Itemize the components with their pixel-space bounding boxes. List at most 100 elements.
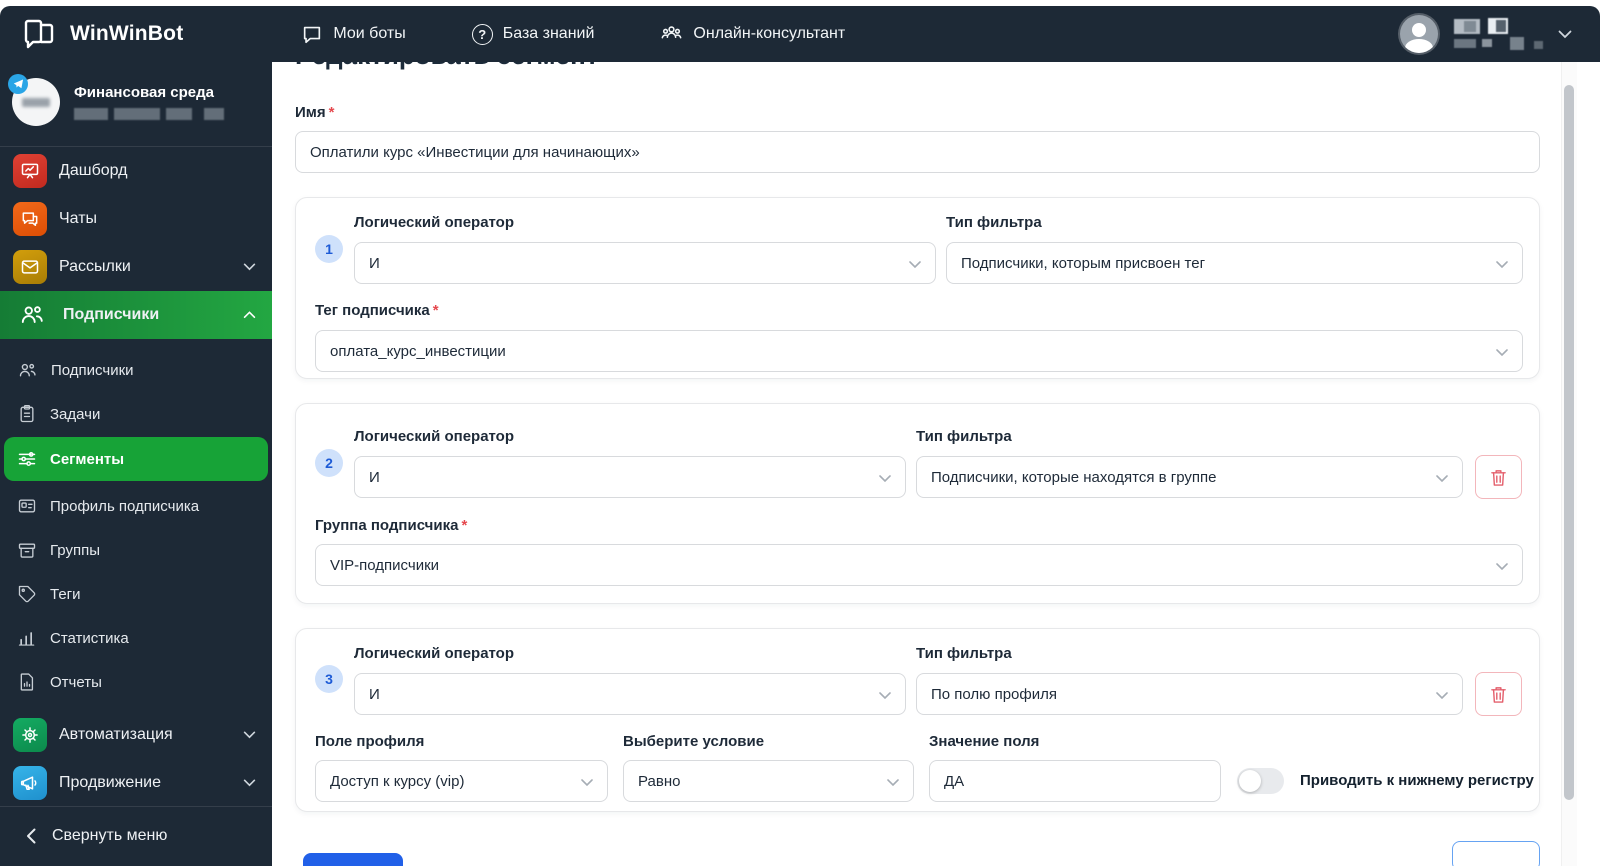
chevron-down-icon	[1436, 475, 1448, 482]
brand[interactable]: WinWinBot	[22, 17, 183, 51]
secondary-button[interactable]	[1452, 841, 1540, 866]
sidebar-subitem-reports[interactable]: Отчеты	[0, 660, 272, 704]
scrollbar-thumb[interactable]	[1564, 85, 1574, 800]
filter-type-select[interactable]: По полю профиля	[916, 673, 1463, 715]
filter-card-1: 1 Логический оператор И Тип фильтра Подп…	[295, 197, 1540, 379]
megaphone-icon	[13, 766, 47, 800]
question-circle-icon: ?	[471, 23, 493, 45]
filter-card-3: 3 Логический оператор И Тип фильтра По п…	[295, 628, 1540, 812]
chats-icon	[13, 202, 47, 236]
trash-icon	[1490, 685, 1507, 704]
logic-operator-label: Логический оператор	[354, 428, 515, 445]
chat-bubble-icon	[301, 23, 323, 45]
archive-box-icon	[17, 540, 37, 560]
brand-name: WinWinBot	[70, 22, 184, 45]
profile-field-label: Поле профиля	[315, 733, 425, 750]
field-value-label: Значение поля	[929, 733, 1040, 750]
chevron-down-icon	[879, 692, 891, 699]
chevron-down-icon	[243, 731, 256, 739]
chevron-down-icon	[1496, 563, 1508, 570]
name-field-label: Имя *	[295, 104, 335, 121]
lowercase-toggle-label: Приводить к нижнему регистру	[1300, 772, 1534, 789]
filter-type-label: Тип фильтра	[916, 428, 1012, 445]
profile-field-select[interactable]: Доступ к курсу (vip)	[315, 760, 608, 802]
sliders-icon	[17, 449, 37, 469]
people-icon	[660, 23, 683, 45]
logic-operator-select[interactable]: И	[354, 673, 906, 715]
nav-knowledge-base[interactable]: ? База знаний	[471, 23, 594, 45]
subscribers-icon	[19, 302, 45, 328]
sidebar-subitem-segments[interactable]: Сегменты	[4, 437, 268, 481]
required-asterisk: *	[461, 517, 468, 534]
winwinbot-logo-icon	[22, 17, 58, 51]
required-asterisk: *	[432, 302, 439, 319]
logic-operator-label: Логический оператор	[354, 645, 515, 662]
chevron-down-icon	[1496, 261, 1508, 268]
chevron-down-icon	[243, 779, 256, 787]
segment-name-input[interactable]	[295, 131, 1540, 173]
chevron-down-icon	[879, 475, 891, 482]
nav-online-consultant[interactable]: Онлайн-консультант	[660, 23, 845, 45]
delete-filter-button[interactable]	[1475, 455, 1522, 499]
sidebar-subitem-subscribers[interactable]: Подписчики	[0, 348, 272, 392]
subscriber-tag-select[interactable]: оплата_курс_инвестиции	[315, 330, 1523, 372]
sidebar-item-chats[interactable]: Чаты	[0, 195, 272, 243]
field-value-input[interactable]	[929, 760, 1221, 802]
telegram-icon	[8, 74, 28, 94]
document-icon	[17, 672, 37, 692]
gear-icon	[13, 718, 47, 752]
redacted-bot-subtitle	[74, 107, 224, 121]
chevron-down-icon	[243, 263, 256, 271]
condition-select[interactable]: Равно	[623, 760, 914, 802]
filter-type-select[interactable]: Подписчики, которые находятся в группе	[916, 456, 1463, 498]
sidebar-subitem-groups[interactable]: Группы	[0, 528, 272, 572]
filter-type-select[interactable]: Подписчики, которым присвоен тег	[946, 242, 1523, 284]
subscriber-group-select[interactable]: VIP-подписчики	[315, 544, 1523, 586]
sidebar-item-dashboard[interactable]: Дашборд	[0, 147, 272, 195]
subscriber-tag-label: Тег подписчика *	[315, 302, 439, 319]
sidebar: Финансовая среда Дашборд	[0, 62, 272, 866]
delete-filter-button[interactable]	[1475, 672, 1522, 716]
bar-chart-icon	[17, 628, 37, 648]
sidebar-item-promotion[interactable]: Продвижение	[0, 759, 272, 807]
sidebar-subitem-subscriber-profile[interactable]: Профиль подписчика	[0, 484, 272, 528]
redacted-username	[1452, 17, 1544, 51]
lowercase-toggle[interactable]	[1237, 768, 1284, 794]
filter-number-badge: 1	[315, 235, 343, 263]
sidebar-item-automation[interactable]: Автоматизация	[0, 711, 272, 759]
filter-type-label: Тип фильтра	[916, 645, 1012, 662]
sidebar-subitem-tasks[interactable]: Задачи	[0, 392, 272, 436]
sidebar-subitem-tags[interactable]: Теги	[0, 572, 272, 616]
bot-profile[interactable]: Финансовая среда	[8, 74, 224, 126]
logic-operator-select[interactable]: И	[354, 456, 906, 498]
nav-my-bots[interactable]: Мои боты	[301, 23, 406, 45]
logic-operator-label: Логический оператор	[354, 214, 515, 231]
collapse-menu-button[interactable]: Свернуть меню	[0, 814, 272, 858]
subscriber-group-label: Группа подписчика *	[315, 517, 468, 534]
chevron-down-icon	[1436, 692, 1448, 699]
user-avatar[interactable]	[1400, 15, 1438, 53]
logic-operator-select[interactable]: И	[354, 242, 936, 284]
filter-card-2: 2 Логический оператор И Тип фильтра Подп…	[295, 403, 1540, 604]
chevron-down-icon	[581, 779, 593, 786]
chevron-down-icon[interactable]	[1558, 30, 1572, 39]
navbar-menu: Мои боты ? База знаний Онлайн-	[301, 23, 845, 45]
sidebar-item-subscribers-parent[interactable]: Подписчики	[0, 291, 272, 339]
filter-type-label: Тип фильтра	[946, 214, 1042, 231]
condition-label: Выберите условие	[623, 733, 765, 750]
tag-icon	[17, 584, 37, 604]
nav-item-label: Онлайн-консультант	[693, 25, 846, 42]
nav-item-label: Мои боты	[333, 25, 406, 42]
bot-avatar	[8, 74, 60, 126]
bot-name: Финансовая среда	[74, 83, 214, 101]
chevron-down-icon	[1496, 349, 1508, 356]
sidebar-item-mailings[interactable]: Рассылки	[0, 243, 272, 291]
chevron-down-icon	[887, 779, 899, 786]
save-button[interactable]	[303, 853, 403, 866]
sidebar-subitem-statistics[interactable]: Статистика	[0, 616, 272, 660]
mail-icon	[13, 250, 47, 284]
chevron-up-icon	[243, 311, 256, 319]
chevron-left-icon	[26, 828, 36, 844]
navbar-right	[1400, 6, 1572, 62]
